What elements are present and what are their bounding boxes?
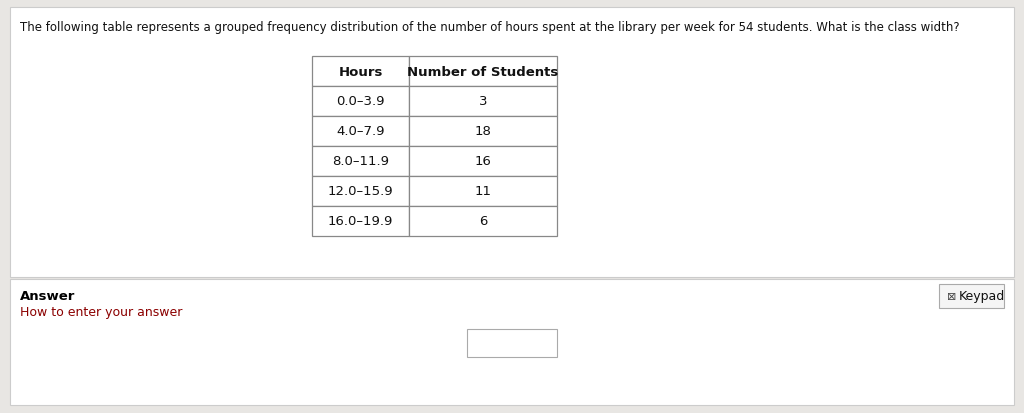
Text: 16: 16: [474, 155, 492, 168]
Bar: [312, 206, 409, 236]
Bar: [409, 206, 557, 236]
Bar: [409, 57, 557, 87]
Text: Keypad: Keypad: [959, 290, 1006, 303]
Bar: [409, 87, 557, 117]
Bar: [312, 147, 409, 177]
Text: 3: 3: [479, 95, 487, 108]
Bar: [939, 284, 1004, 308]
Bar: [467, 329, 557, 357]
Text: 18: 18: [474, 125, 492, 138]
Text: 0.0–3.9: 0.0–3.9: [336, 95, 385, 108]
Text: 8.0–11.9: 8.0–11.9: [332, 155, 389, 168]
Bar: [409, 117, 557, 147]
Bar: [312, 117, 409, 147]
Bar: [10, 279, 1014, 405]
Text: ⊠: ⊠: [947, 291, 956, 301]
Text: 4.0–7.9: 4.0–7.9: [336, 125, 385, 138]
Text: 6: 6: [479, 215, 487, 228]
Text: Number of Students: Number of Students: [408, 65, 559, 78]
Text: 12.0–15.9: 12.0–15.9: [328, 185, 393, 198]
Text: 16.0–19.9: 16.0–19.9: [328, 215, 393, 228]
Text: How to enter your answer: How to enter your answer: [20, 305, 182, 318]
Text: 11: 11: [474, 185, 492, 198]
Text: Hours: Hours: [338, 65, 383, 78]
Bar: [312, 177, 409, 206]
Text: The following table represents a grouped frequency distribution of the number of: The following table represents a grouped…: [20, 21, 959, 34]
Text: Answer: Answer: [20, 289, 76, 302]
Bar: [312, 87, 409, 117]
Bar: [10, 8, 1014, 277]
Bar: [409, 147, 557, 177]
Bar: [312, 57, 409, 87]
Bar: [409, 177, 557, 206]
